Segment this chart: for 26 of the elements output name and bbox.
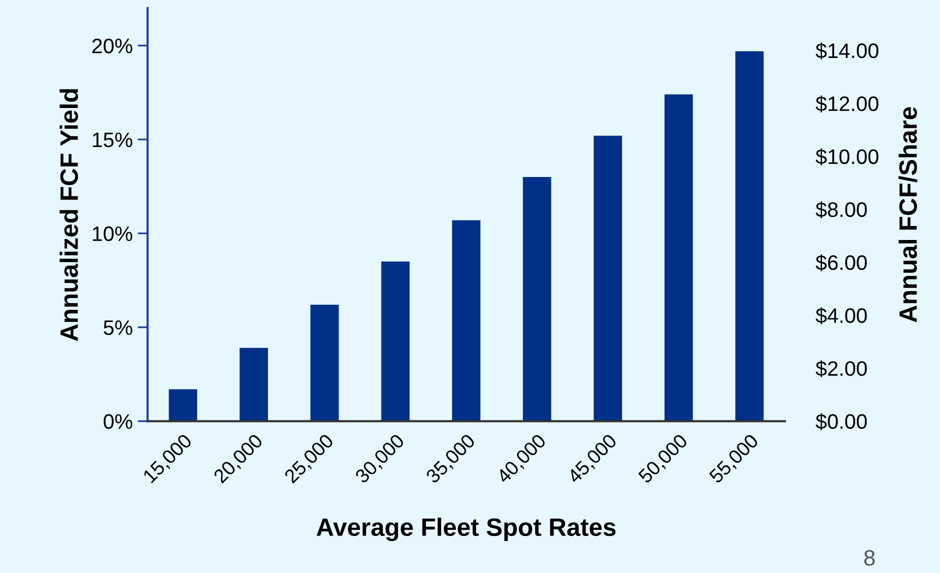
y-axis-title: Annualized FCF Yield xyxy=(60,89,78,342)
bar xyxy=(452,220,480,422)
x-axis-title: Average Fleet Spot Rates xyxy=(316,518,616,542)
y2-tick-label: $4.00 xyxy=(816,307,867,324)
bar xyxy=(735,51,764,422)
y2-tick-label: $0.00 xyxy=(816,413,867,430)
y2-tick-label: $6.00 xyxy=(816,254,867,272)
y-tick-label: 5% xyxy=(104,320,132,336)
y-tick-label: 20% xyxy=(92,38,132,54)
y2-tick-label: $8.00 xyxy=(816,201,867,218)
bar xyxy=(522,177,552,422)
y2-axis-title: Annual FCF/Share xyxy=(898,107,918,322)
y-tick-label: 15% xyxy=(92,132,132,148)
y2-tick-label: $14.00 xyxy=(816,42,878,60)
bar xyxy=(240,348,268,422)
bar xyxy=(381,262,410,422)
bar xyxy=(594,136,622,422)
y2-tick-label: $2.00 xyxy=(816,360,867,378)
y-tick-label: 10% xyxy=(92,226,132,242)
y2-tick-label: $12.00 xyxy=(816,95,878,112)
bar xyxy=(310,304,339,422)
text: 8 xyxy=(864,550,875,566)
bar xyxy=(168,389,198,422)
y-tick-label: 0% xyxy=(104,414,132,429)
bar xyxy=(664,94,693,422)
y2-tick-label: $10.00 xyxy=(816,148,878,166)
